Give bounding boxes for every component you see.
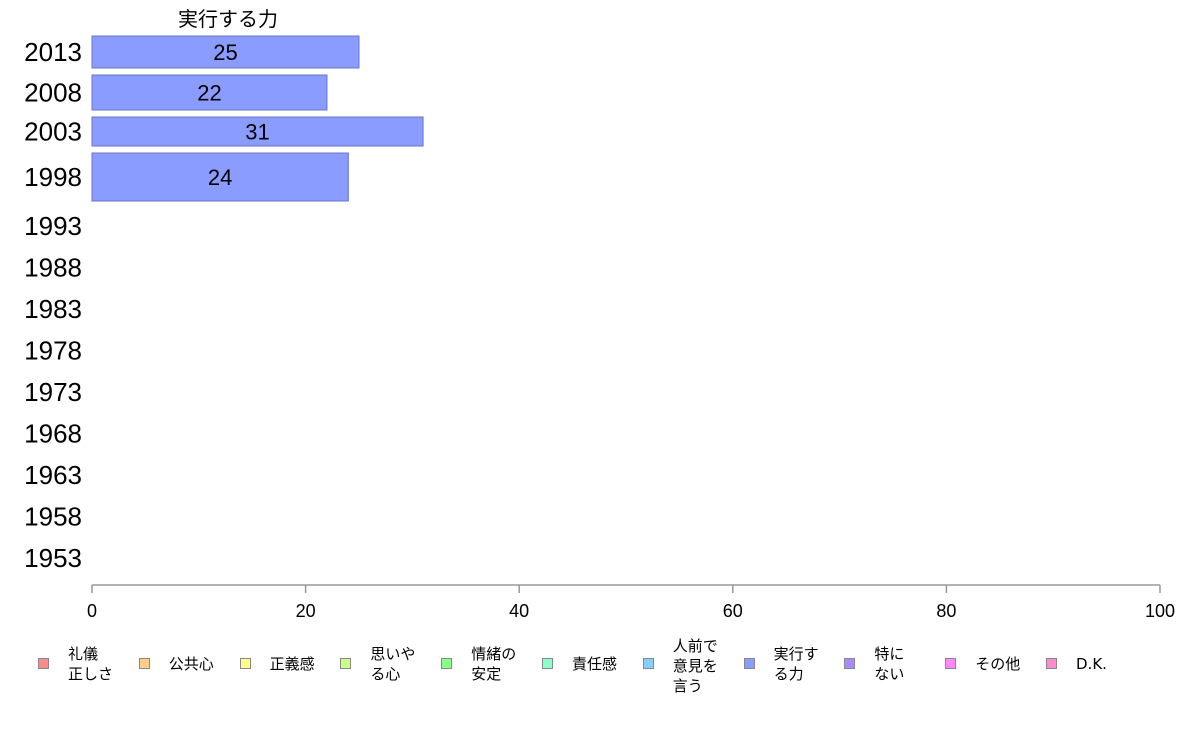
legend-label: 人前で 意見を 言う [672,637,718,695]
y-tick-label: 1968 [24,418,82,448]
y-tick-label: 1973 [24,377,82,407]
legend-item: D.K. [1046,636,1136,674]
x-tick-label: 100 [1145,601,1175,621]
legend-item: 正義感 [239,636,330,674]
x-tick-label: 80 [936,601,956,621]
legend-item: 実行す る力 [743,636,834,684]
legend-item: その他 [945,636,1035,674]
legend-swatch [340,658,352,669]
chart-title: 実行する力 [178,8,278,31]
bar [91,74,328,111]
legend-label: 礼儀 正しさ [68,645,114,683]
x-tick-label: 0 [87,601,97,621]
legend-item: 情緒の 安定 [441,636,531,684]
legend-item: 礼儀 正しさ [38,636,128,684]
bar-value-label: 25 [213,40,237,65]
legend-label: その他 [975,655,1021,673]
legend-label: D.K. [1076,655,1107,673]
y-tick-label: 1978 [24,335,82,365]
legend-swatch [844,658,856,669]
bar-value-label: 24 [208,165,232,190]
y-tick-label: 1958 [24,501,82,531]
y-tick-label: 2008 [24,78,82,108]
bar [91,35,360,69]
legend-item: 公共心 [138,636,229,674]
y-tick-label: 1983 [24,294,82,324]
legend-label: 思いや る心 [370,645,416,683]
bar [91,152,349,202]
legend-label: 正義感 [269,655,315,673]
legend-swatch [642,658,654,669]
y-tick-label: 1953 [24,543,82,573]
legend-item: 特に ない [844,636,934,684]
legend-swatch [441,658,453,669]
legend: 礼儀 正しさ 公共心 正義感 思いや る心 情緒の 安定 責任感 人前で 意見を 言う 実行す… [38,636,1168,706]
legend-swatch [239,658,251,669]
y-tick-label: 1988 [24,252,82,282]
bar [91,116,424,147]
bar-value-label: 22 [197,81,221,106]
legend-label: 責任感 [572,655,618,673]
legend-swatch [38,658,49,669]
y-tick-label: 1998 [24,162,82,192]
legend-label: 公共心 [168,655,214,673]
x-tick-label: 60 [723,601,743,621]
legend-label: 特に ない [874,645,905,683]
legend-swatch [945,658,957,669]
legend-swatch [138,658,150,669]
legend-swatch [1046,658,1057,669]
x-tick-label: 20 [296,601,316,621]
legend-label: 情緒の 安定 [471,645,517,683]
legend-item: 責任感 [542,636,632,674]
legend-item: 思いや る心 [340,636,430,684]
legend-swatch [743,658,755,669]
y-tick-label: 1963 [24,460,82,490]
y-tick-label: 2003 [24,117,82,147]
legend-swatch [542,658,553,669]
x-tick-label: 40 [509,601,529,621]
y-tick-label: 2013 [24,37,82,67]
y-tick-label: 1993 [24,211,82,241]
legend-label: 実行す る力 [773,645,819,683]
bar-value-label: 31 [245,120,269,145]
legend-item: 人前で 意見を 言う [642,636,733,696]
bar-chart: 実行する力 2013 2008 2003 1998 1993 1988 1983 1978 19… [24,8,1175,621]
